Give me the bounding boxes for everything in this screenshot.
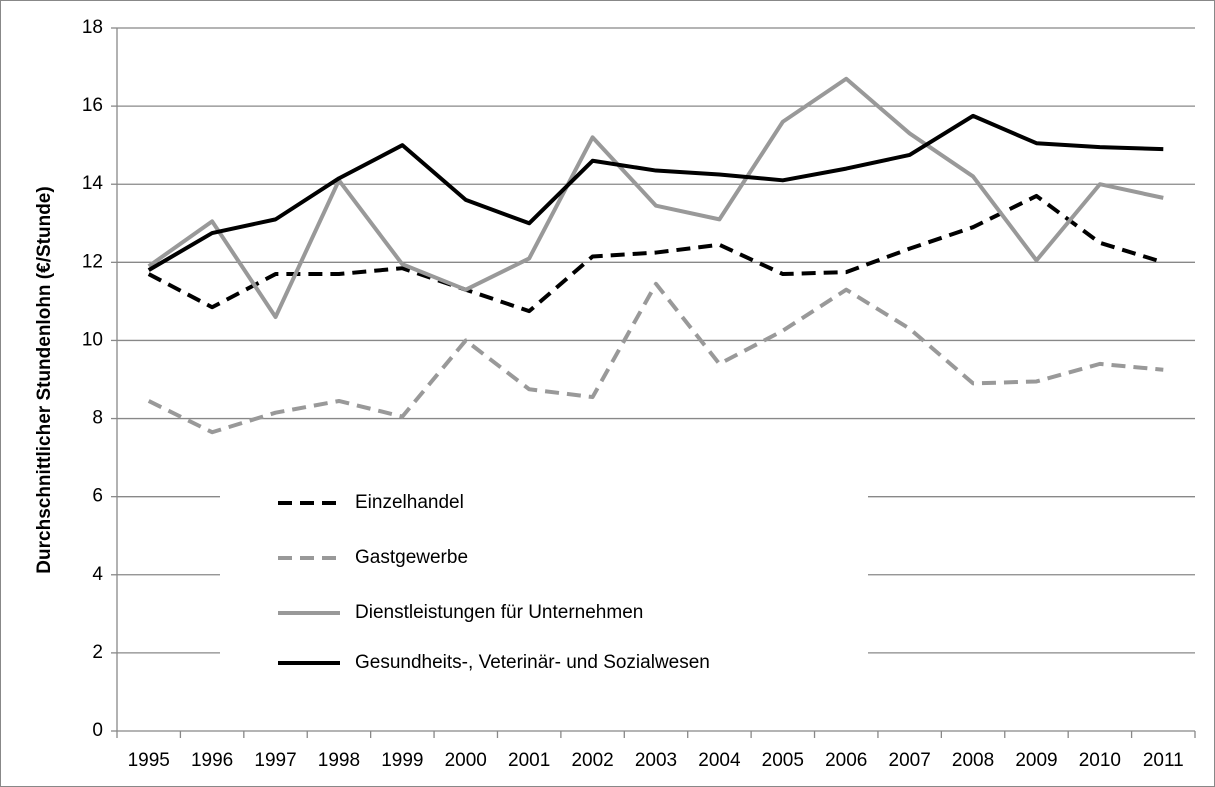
x-tick-label: 1999 xyxy=(381,750,423,771)
x-tick-label: 1998 xyxy=(318,750,360,771)
line xyxy=(147,113,1164,272)
legend-label: Gastgewerbe xyxy=(355,547,468,568)
y-axis-label: Durchschnittlicher Stundenlohn (€/Stunde… xyxy=(34,186,55,573)
x-tick-label: 2002 xyxy=(571,750,613,771)
y-tick-label: 12 xyxy=(82,251,103,272)
line xyxy=(147,281,1164,435)
x-tick-label: 2010 xyxy=(1079,750,1121,771)
x-tick-label: 1996 xyxy=(191,750,233,771)
y-tick-label: 16 xyxy=(82,95,103,116)
line xyxy=(147,76,1164,320)
x-tick-label: 2005 xyxy=(762,750,804,771)
line xyxy=(147,193,1164,314)
y-tick-label: 4 xyxy=(92,564,103,585)
x-tick-label: 2003 xyxy=(635,750,677,771)
x-tick-label: 2006 xyxy=(825,750,867,771)
legend-label: Dienstleistungen für Unternehmen xyxy=(355,602,643,623)
x-tick-label: 2011 xyxy=(1143,750,1184,771)
x-tick-label: 2001 xyxy=(508,750,550,771)
y-tick-label: 18 xyxy=(82,17,103,38)
x-tick-label: 2009 xyxy=(1015,750,1057,771)
y-tick-label: 0 xyxy=(92,720,103,741)
x-tick-label: 1995 xyxy=(128,750,170,771)
legend-box xyxy=(220,473,868,691)
x-tick-label: 1997 xyxy=(254,750,296,771)
x-tick-label: 2000 xyxy=(445,750,487,771)
y-tick-label: 8 xyxy=(92,408,103,429)
y-tick-label: 2 xyxy=(92,642,103,663)
legend-label: Gesundheits-, Veterinär- und Sozialwesen xyxy=(355,652,710,673)
y-tick-label: 10 xyxy=(82,329,103,350)
x-tick-label: 2004 xyxy=(698,750,741,771)
x-tick-label: 2008 xyxy=(952,750,994,771)
y-tick-label: 6 xyxy=(92,486,103,507)
x-tick-label: 2007 xyxy=(889,750,931,771)
legend-label: Einzelhandel xyxy=(355,492,464,513)
y-tick-label: 14 xyxy=(82,173,104,194)
